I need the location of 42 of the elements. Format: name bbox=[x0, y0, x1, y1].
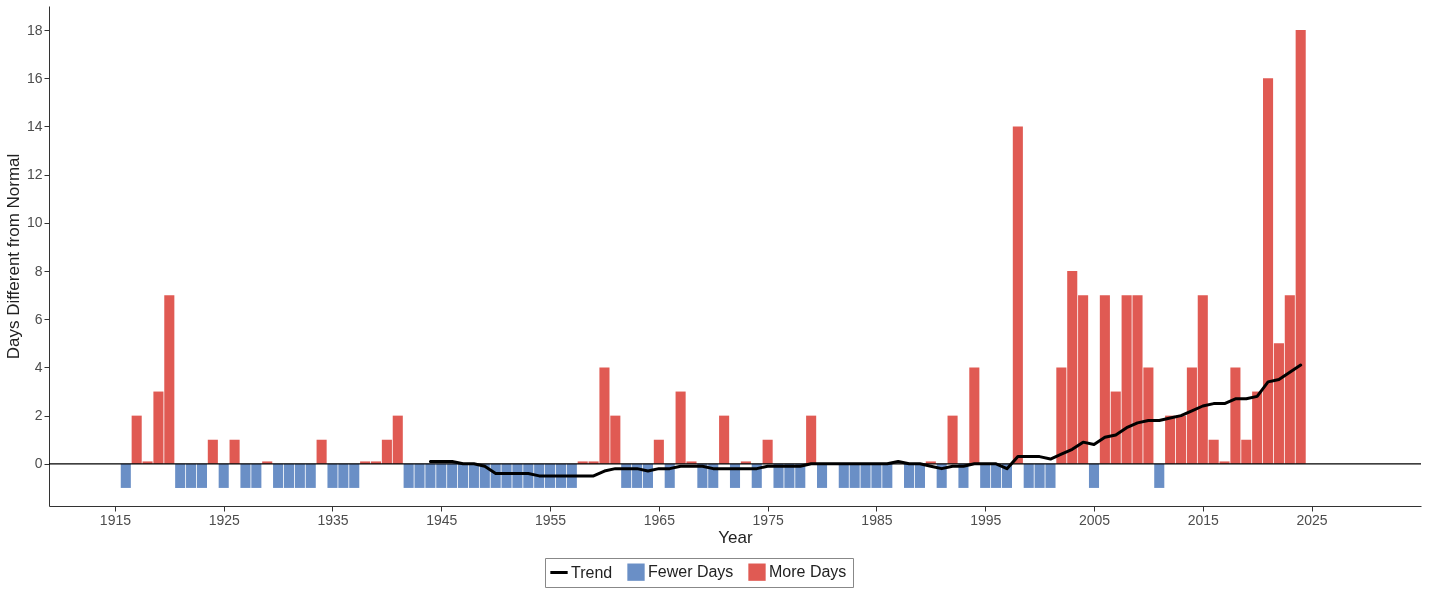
legend-label: Trend bbox=[571, 563, 613, 581]
x-tick-label: 1935 bbox=[317, 511, 349, 528]
legend-label: Fewer Days bbox=[648, 563, 734, 581]
y-tick-label: 12 bbox=[26, 166, 43, 183]
x-tick-label: 1955 bbox=[534, 511, 567, 528]
bar bbox=[1012, 126, 1023, 464]
bar bbox=[120, 463, 131, 488]
y-tick-label: 6 bbox=[34, 310, 43, 327]
x-tick-label: 1925 bbox=[208, 511, 240, 528]
x-tick-label: 1985 bbox=[861, 511, 893, 528]
y-tick-label: 18 bbox=[26, 21, 43, 38]
y-tick-label: 2 bbox=[34, 407, 43, 424]
x-tick-label: 1995 bbox=[970, 511, 1002, 528]
bar bbox=[816, 463, 828, 488]
x-tick-label: 1915 bbox=[99, 511, 132, 528]
x-tick-label: 2005 bbox=[1078, 511, 1111, 528]
y-axis-title: Days Different from Normal bbox=[3, 153, 23, 360]
bar bbox=[207, 439, 218, 464]
legend-label: More Days bbox=[769, 563, 847, 581]
bar bbox=[316, 439, 327, 464]
bar bbox=[969, 367, 980, 464]
x-axis-title: Year bbox=[718, 527, 754, 547]
x-tick-label: 1965 bbox=[643, 511, 676, 528]
bar bbox=[762, 439, 773, 464]
x-tick-label: 1975 bbox=[752, 511, 784, 528]
bar bbox=[719, 415, 730, 464]
bar bbox=[1088, 463, 1100, 488]
bar bbox=[653, 439, 664, 464]
y-tick-label: 14 bbox=[26, 117, 43, 134]
y-tick-label: 16 bbox=[26, 69, 43, 86]
x-tick-label: 2025 bbox=[1296, 511, 1328, 528]
bar bbox=[806, 415, 817, 464]
bar bbox=[1154, 463, 1165, 488]
y-tick-label: 0 bbox=[34, 455, 43, 472]
y-tick-label: 10 bbox=[26, 214, 43, 231]
x-tick-label: 1945 bbox=[426, 511, 458, 528]
y-tick-label: 8 bbox=[34, 262, 43, 279]
bar bbox=[947, 415, 958, 464]
x-tick-label: 2015 bbox=[1187, 511, 1220, 528]
bar bbox=[229, 439, 240, 464]
y-tick-label: 4 bbox=[34, 358, 43, 375]
bar bbox=[218, 463, 229, 488]
